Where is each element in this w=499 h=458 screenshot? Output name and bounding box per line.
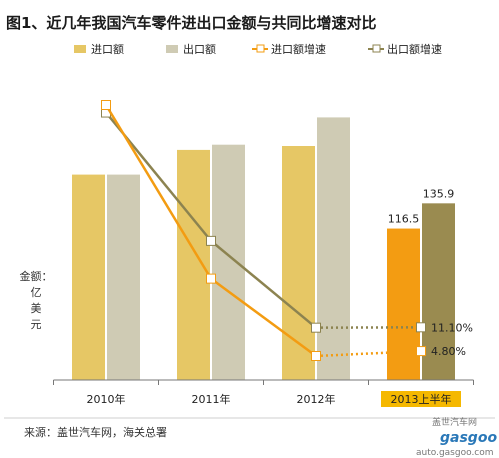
export-growth-marker — [416, 322, 426, 333]
legend-label-0: 进口额 — [91, 43, 124, 56]
export-bar — [317, 117, 350, 381]
import-growth-label: 4.80% — [431, 345, 466, 358]
export-growth-marker — [311, 322, 321, 333]
legend-marker-2 — [256, 44, 265, 53]
export-bar-label: 135.9 — [423, 187, 455, 200]
import-bar — [282, 146, 315, 380]
legend-marker-3 — [372, 44, 381, 53]
watermark-cn: 盖世汽车网 — [432, 416, 477, 428]
x-axis: 2010年 2011年 2012年 2013上半年 — [4, 379, 495, 419]
import-bar-label: 116.5 — [388, 213, 420, 226]
x-tick-label: 2011年 — [192, 392, 231, 406]
import-bar — [387, 228, 420, 380]
legend-swatch-0 — [74, 45, 86, 53]
x-tick-label: 2010年 — [87, 392, 126, 406]
import-growth-marker — [206, 273, 216, 284]
export-growth-segment — [210, 239, 317, 329]
import-bar — [72, 174, 105, 380]
export-bar — [107, 174, 140, 380]
y-axis-label-line1: 金额： — [20, 269, 53, 283]
import-growth-marker — [311, 351, 321, 361]
import-growth-segment — [210, 277, 317, 358]
export-growth-label: 11.10% — [431, 321, 473, 334]
watermark-url: auto.gasgoo.com — [416, 448, 494, 458]
x-tick-highlight-bg — [381, 391, 461, 407]
watermark-logo: 盖世汽车网 gasgoo auto.gasgoo.com — [416, 416, 497, 458]
export-growth-marker — [206, 235, 216, 246]
y-axis-label: 金额： 亿美元 — [20, 269, 53, 331]
import-bar — [177, 149, 210, 380]
watermark-brand: gasgoo — [440, 430, 497, 446]
source-note: 来源：盖世汽车网，海关总署 — [24, 425, 167, 439]
legend-label-2: 进口额增速 — [271, 42, 326, 56]
export-bar — [212, 144, 245, 380]
legend-swatch-1 — [166, 45, 178, 53]
import-growth-marker — [416, 346, 426, 357]
y-axis-label-char: 亿 — [31, 286, 42, 299]
legend-label-3: 出口额增速 — [387, 42, 442, 56]
y-axis-label-char: 元 — [31, 318, 42, 331]
y-axis-label-char: 美 — [31, 302, 42, 315]
x-tick-label: 2013上半年 — [391, 392, 452, 406]
chart-title: 图1、近几年我国汽车零件进出口金额与共同比增速对比 — [6, 14, 376, 32]
legend: 进口额 出口额 进口额增速 出口额增速 — [74, 42, 442, 56]
import-growth-segment — [104, 104, 213, 280]
legend-label-1: 出口额 — [183, 42, 216, 56]
export-bar — [422, 203, 455, 380]
import-growth-marker — [101, 100, 111, 110]
x-tick-label: 2012年 — [297, 392, 336, 406]
